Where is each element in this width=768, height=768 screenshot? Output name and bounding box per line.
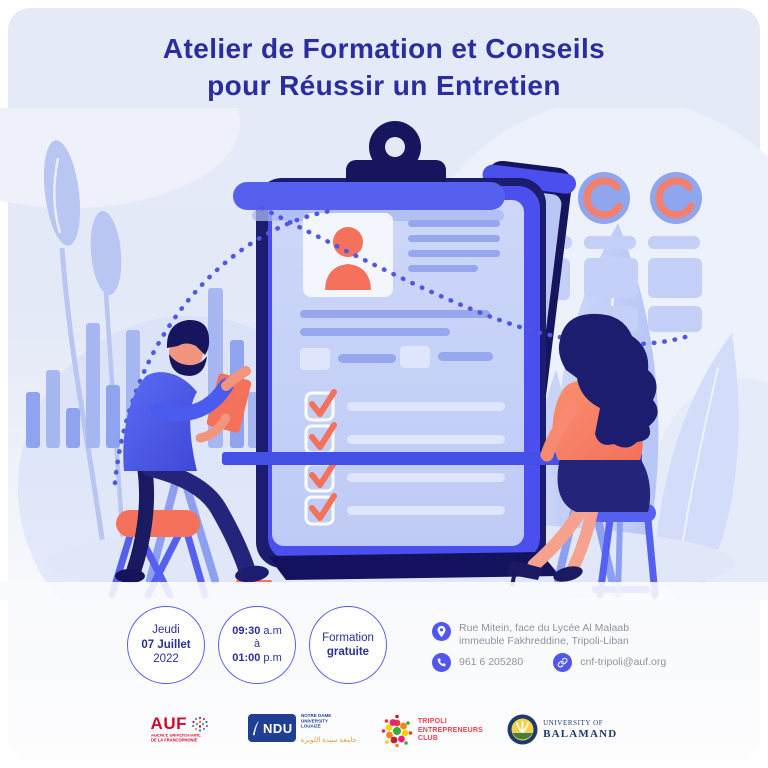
interview-illustration — [0, 108, 768, 600]
title-line-1: Atelier de Formation et Conseils — [162, 33, 606, 64]
woman-head — [558, 313, 658, 448]
resume-content — [300, 213, 505, 526]
resume-field-row — [300, 346, 493, 370]
partner-logos: AUF AGENCE UNIVERSI — [0, 714, 768, 748]
schedule-badges: Jeudi 07 Juillet 2022 09:30 a.m à 01:00 … — [127, 606, 387, 684]
man-head — [166, 319, 210, 376]
man-torso — [123, 372, 197, 471]
time-badge: 09:30 a.m à 01:00 p.m — [218, 606, 296, 684]
time-end: 01:00 — [232, 651, 261, 664]
logo-auf: AUF AGENCE UNIVERSI — [151, 714, 224, 748]
address-line-2: immeuble Fakhreddine, Tripoli-Liban — [459, 635, 629, 647]
phone-number: 961 6 205280 — [459, 656, 524, 668]
checkmark-icon — [309, 422, 337, 450]
tec-flower-icon — [381, 714, 413, 748]
date-badge: Jeudi 07 Juillet 2022 — [127, 606, 205, 684]
woman-back-leg — [567, 506, 598, 574]
clipboard-base-shadow — [268, 552, 560, 580]
checkmark-icon — [309, 493, 337, 521]
checklist — [304, 389, 505, 526]
phone-icon — [432, 653, 451, 672]
checkmark-icon — [309, 460, 337, 488]
logo-ndu: NDU NOTRE DAME UNIVERSITY LOUAIZE جامعة … — [247, 714, 357, 744]
date-value: 07 Juillet — [141, 638, 191, 651]
offer-line-1: Formation — [322, 631, 374, 644]
tec-line-2: ENTREPRENEURS — [417, 726, 484, 734]
checklist-row — [304, 389, 505, 422]
woman-front-leg — [527, 505, 587, 572]
man-back-leg — [126, 462, 155, 578]
offer-badge: Formation gratuite — [309, 606, 387, 684]
checklist-row — [304, 493, 505, 526]
quill-icon — [252, 720, 259, 736]
ndu-name-3: LOUAIZE — [300, 724, 321, 730]
address-line-1: Rue Mitein, face du Lycée Al Malaab — [459, 622, 630, 634]
auf-globe-icon — [192, 716, 208, 732]
time-connector: à — [253, 638, 261, 651]
logo-tec: TRIPOLI ENTREPRENEURS CLUB — [381, 714, 483, 748]
auf-caption-2: DE LA FRANCOPHONIE — [150, 738, 197, 743]
balamand-line-2: BALAMAND — [543, 728, 618, 740]
woman-arm — [540, 401, 579, 462]
woman-heel-shoe — [506, 560, 542, 580]
auf-acronym: AUF — [150, 714, 187, 733]
contact-block: Rue Mitein, face du Lycée Al Malaab imme… — [432, 622, 666, 672]
ndu-acronym: NDU — [262, 720, 293, 736]
tec-line-1: TRIPOLI — [417, 718, 447, 725]
man-arm — [150, 378, 234, 421]
time-start-period: a.m — [260, 624, 282, 637]
ndu-arabic-name: جامعة سيدة اللويزة — [300, 737, 357, 744]
poster-title: Atelier de Formation et Conseils pour Ré… — [0, 30, 768, 104]
location-pin-icon — [432, 622, 451, 641]
time-end-period: p.m — [260, 651, 282, 664]
avatar-icon — [325, 227, 371, 290]
man-figure — [108, 319, 272, 599]
ndu-name-1: NOTRE DAME — [300, 714, 332, 719]
dotted-path — [112, 205, 695, 486]
offer-line-2: gratuite — [326, 646, 370, 658]
contact-email: cnf-tripoli@auf.org — [580, 656, 667, 668]
date-day: Jeudi — [152, 624, 180, 637]
balamand-line-1: UNIVERSITY OF — [543, 719, 604, 727]
date-year: 2022 — [153, 653, 179, 666]
ndu-emblem: NDU — [247, 714, 296, 742]
link-icon — [553, 653, 573, 672]
woman-figure — [506, 313, 659, 599]
man-front-leg — [141, 459, 256, 579]
ndu-name-2: UNIVERSITY — [300, 719, 328, 724]
balamand-seal-icon — [507, 714, 538, 745]
clipboard-clip — [233, 121, 505, 221]
auf-caption-1: AGENCE UNIVERSITAIRE — [150, 734, 201, 739]
tec-line-3: CLUB — [417, 735, 439, 742]
title-line-2: pour Réussir un Entretien — [207, 70, 561, 101]
time-start: 09:30 — [232, 624, 261, 637]
resume-header-lines — [300, 220, 500, 336]
woman-skirt — [557, 456, 651, 512]
logo-balamand: UNIVERSITY OF BALAMAND — [507, 714, 617, 745]
checkmark-icon — [309, 389, 337, 417]
clipboard — [233, 121, 560, 580]
